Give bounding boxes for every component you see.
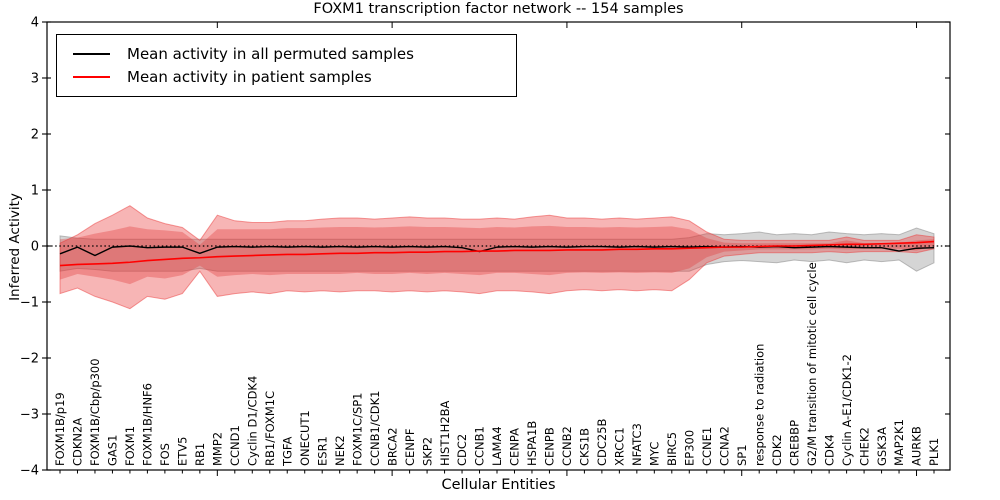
x-tick-label: RB1/FOXM1C (263, 391, 277, 466)
x-tick-label: CENPF (403, 429, 417, 466)
x-tick-label: CENPA (508, 428, 522, 466)
x-tick-label: CCNB1/CDK1 (368, 391, 382, 467)
x-tick-label: HIST1H2BA (438, 400, 452, 466)
y-axis-title: Inferred Activity (7, 193, 23, 301)
x-tick-label: PLK1 (927, 438, 941, 466)
y-tick-label: 3 (31, 72, 39, 87)
y-tick-label: −1 (20, 296, 39, 311)
x-tick-label: MAP2K1 (892, 419, 906, 466)
x-tick-label: SKP2 (420, 437, 434, 466)
x-tick-label: RB1 (193, 443, 207, 466)
x-tick-label: BRCA2 (385, 427, 399, 466)
x-tick-label: FOS (158, 443, 172, 466)
y-tick-label: 0 (31, 240, 39, 255)
x-tick-label: GSK3A (875, 427, 889, 466)
x-tick-label: AURKB (910, 426, 924, 466)
x-tick-label: CCNA2 (717, 426, 731, 466)
x-tick-label: CCNE1 (700, 427, 714, 466)
legend-label-permuted: Mean activity in all permuted samples (127, 44, 414, 63)
x-tick-label: CCND1 (228, 425, 242, 466)
permuted-line-swatch (73, 52, 110, 55)
x-tick-label: ESR1 (315, 436, 329, 466)
x-tick-label: CDK4 (822, 434, 836, 466)
x-tick-label: FOXM1 (123, 426, 137, 466)
x-tick-label: CREBBP (787, 420, 801, 466)
x-tick-label: ETV5 (176, 437, 190, 466)
y-tick-label: 1 (31, 184, 39, 199)
x-tick-label: HSPA1B (525, 421, 539, 466)
x-tick-label: CDK2 (770, 434, 784, 466)
x-tick-label: LAMA4 (490, 426, 504, 466)
legend-box: Mean activity in all permuted samples Me… (56, 34, 517, 97)
x-tick-label: NEK2 (333, 435, 347, 466)
x-tick-label: ONECUT1 (298, 410, 312, 466)
y-tick-label: −4 (20, 464, 39, 479)
x-tick-label: response to radiation (752, 344, 766, 466)
y-tick-label: −3 (20, 408, 39, 423)
x-tick-label: CDC2 (455, 434, 469, 466)
x-tick-label: FOXM1B/HNF6 (141, 383, 155, 466)
x-axis-title: Cellular Entities (441, 477, 556, 493)
x-tick-label: FOXM1C/SP1 (350, 392, 364, 466)
x-tick-label: GAS1 (106, 435, 120, 466)
band-patient-range-inner (60, 225, 934, 285)
x-tick-label: CHEK2 (857, 427, 871, 466)
series-line-mean-activity-permuted (59, 245, 935, 257)
band-permuted-range-gray (59, 227, 935, 272)
series-line-mean-activity-patient (59, 240, 935, 267)
x-tick-label: CCNB1 (473, 426, 487, 466)
x-tick-label: CCNB2 (560, 426, 574, 466)
chart-title: FOXM1 transcription factor network -- 15… (313, 1, 684, 17)
x-tick-label: CKS1B (578, 428, 592, 466)
x-tick-label: XRCC1 (613, 427, 627, 466)
x-tick-label: TGFA (280, 437, 294, 467)
x-tick-label: SP1 (735, 444, 749, 466)
legend-entry-patient: Mean activity in patient samples (73, 69, 516, 86)
x-tick-label: NFATC3 (630, 423, 644, 466)
y-tick-label: 2 (31, 128, 39, 143)
x-tick-label: G2/M transition of mitotic cell cycle (805, 262, 819, 466)
legend-entry-permuted: Mean activity in all permuted samples (73, 44, 516, 63)
x-tick-label: CENPB (543, 427, 557, 466)
x-tick-label: CDKN2A (71, 418, 85, 466)
x-tick-label: MYC (648, 442, 662, 466)
x-tick-label: MMP2 (211, 432, 225, 466)
y-tick-label: −2 (20, 352, 39, 367)
x-tick-label: CDC25B (595, 418, 609, 466)
legend-label-patient: Mean activity in patient samples (127, 68, 372, 86)
x-tick-label: EP300 (682, 430, 696, 466)
y-tick-label: 4 (31, 16, 39, 31)
band-patient-range-outer (59, 205, 935, 310)
x-tick-label: FOXM1B/Cbp/p300 (88, 358, 102, 466)
x-tick-label: BIRC5 (665, 432, 679, 466)
x-tick-label: Cyclin A-E1/CDK1-2 (840, 354, 854, 466)
x-tick-label: Cyclin D1/CDK4 (245, 376, 259, 466)
patient-line-swatch (73, 76, 110, 79)
x-tick-label: FOXM1B/p19 (53, 392, 67, 466)
